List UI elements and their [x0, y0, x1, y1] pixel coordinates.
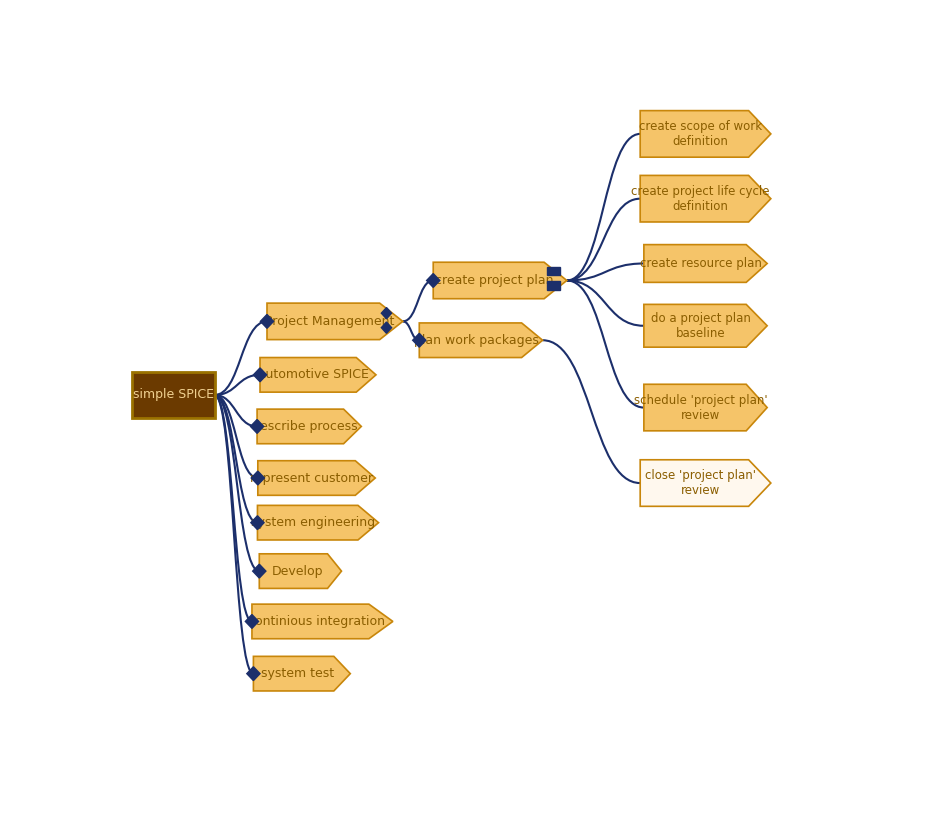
Polygon shape [420, 323, 543, 358]
Polygon shape [382, 322, 392, 333]
Polygon shape [382, 307, 392, 319]
Polygon shape [251, 516, 264, 529]
Text: create resource plan: create resource plan [639, 257, 761, 270]
Polygon shape [252, 604, 393, 639]
FancyBboxPatch shape [133, 373, 215, 417]
Text: system test: system test [261, 667, 334, 681]
Text: Automotive SPICE: Automotive SPICE [258, 368, 369, 382]
Text: create scope of work
definition: create scope of work definition [638, 120, 761, 148]
Polygon shape [259, 554, 342, 588]
Polygon shape [413, 333, 426, 347]
Text: create project plan: create project plan [436, 274, 554, 287]
Text: schedule 'project plan'
review: schedule 'project plan' review [634, 394, 767, 422]
Polygon shape [250, 419, 263, 433]
Text: represent customer: represent customer [250, 471, 373, 484]
Polygon shape [644, 305, 767, 347]
Polygon shape [260, 358, 376, 392]
Text: do a project plan
baseline: do a project plan baseline [651, 312, 751, 340]
Polygon shape [644, 244, 767, 283]
Polygon shape [245, 614, 259, 628]
Polygon shape [260, 315, 274, 328]
Text: Project Management: Project Management [265, 315, 394, 328]
Text: Develop: Develop [272, 565, 323, 578]
Text: close 'project plan'
review: close 'project plan' review [645, 469, 756, 497]
Polygon shape [640, 460, 771, 507]
Polygon shape [253, 565, 266, 578]
Polygon shape [640, 110, 771, 157]
FancyBboxPatch shape [546, 281, 560, 290]
Polygon shape [254, 368, 267, 382]
Polygon shape [251, 471, 264, 485]
Polygon shape [426, 274, 439, 288]
Polygon shape [247, 667, 260, 681]
Polygon shape [257, 409, 362, 444]
Polygon shape [267, 303, 402, 340]
Text: create project life cycle
definition: create project life cycle definition [631, 185, 770, 212]
Polygon shape [258, 506, 379, 540]
FancyBboxPatch shape [546, 267, 560, 275]
Polygon shape [644, 384, 767, 431]
Text: simple SPICE: simple SPICE [133, 388, 214, 401]
Text: continious integration: continious integration [248, 615, 385, 628]
Polygon shape [640, 176, 771, 222]
Text: system engineering: system engineering [251, 516, 375, 529]
Polygon shape [254, 656, 350, 691]
Polygon shape [258, 461, 375, 495]
Text: describe process: describe process [252, 420, 358, 433]
Polygon shape [433, 262, 567, 299]
Text: plan work packages: plan work packages [414, 333, 539, 346]
